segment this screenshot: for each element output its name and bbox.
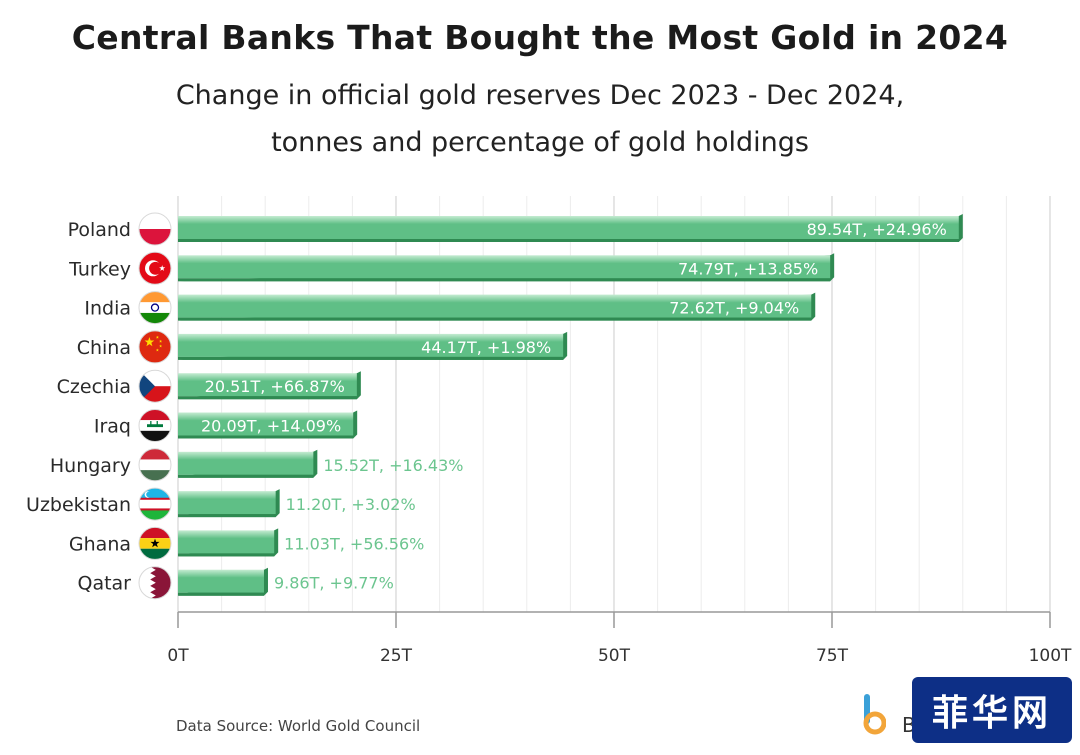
- bar: [178, 216, 959, 239]
- data-label: 9.86T, +9.77%: [274, 574, 394, 593]
- x-tick-label: 50T: [598, 646, 631, 666]
- category-label: Iraq: [94, 416, 131, 438]
- bar: [178, 412, 354, 436]
- category-label: Poland: [68, 219, 131, 241]
- india-flag-icon: [138, 291, 172, 325]
- x-tick-label: 25T: [380, 646, 413, 666]
- data-label: 20.51T, +66.87%: [205, 377, 345, 396]
- czechia-flag-icon: [138, 369, 172, 403]
- bar-base: [178, 278, 831, 282]
- x-tick-label: 75T: [816, 646, 849, 666]
- ghana-flag-icon: [138, 526, 172, 560]
- bar-base: [178, 239, 959, 242]
- bar-base: [178, 396, 357, 400]
- bar-base: [178, 592, 264, 596]
- data-label: 72.62T, +9.04%: [669, 299, 799, 318]
- bar: [178, 569, 264, 593]
- qatar-flag-icon: [138, 566, 172, 600]
- poland-flag-icon: [138, 212, 172, 246]
- data-label: 44.17T, +1.98%: [421, 338, 551, 357]
- turkey-flag-icon: [138, 251, 172, 285]
- bar: [178, 255, 831, 279]
- category-label: Turkey: [68, 258, 131, 280]
- bar: [178, 530, 275, 554]
- data-label: 11.20T, +3.02%: [286, 495, 416, 514]
- chart-subtitle-line-1: Change in official gold reserves Dec 202…: [175, 80, 905, 111]
- brand-logo-icon: [863, 694, 886, 735]
- bar-base: [178, 474, 314, 478]
- category-label: Uzbekistan: [26, 494, 131, 516]
- category-label: Hungary: [50, 455, 131, 477]
- category-label: India: [84, 298, 131, 320]
- x-tick-label: 0T: [167, 646, 189, 666]
- data-label: 11.03T, +56.56%: [284, 534, 424, 553]
- iraq-flag-icon: [138, 409, 172, 442]
- data-label: 20.09T, +14.09%: [201, 417, 341, 436]
- bar: [178, 294, 812, 318]
- x-tick-label: 100T: [1029, 646, 1072, 666]
- category-label: Qatar: [77, 573, 131, 595]
- category-label: China: [77, 337, 131, 359]
- chart-subtitle-line-2: tonnes and percentage of gold holdings: [271, 127, 809, 158]
- watermark-badge: 菲华网: [912, 677, 1072, 743]
- bar-base: [178, 356, 564, 360]
- bar-base: [178, 435, 354, 439]
- hungary-flag-icon: [138, 448, 172, 482]
- china-flag-icon: [138, 330, 172, 364]
- bar-base: [178, 317, 812, 321]
- data-label: 89.54T, +24.96%: [807, 220, 947, 239]
- bar: [178, 451, 314, 475]
- data-source-note: Data Source: World Gold Council: [176, 717, 421, 735]
- bar: [178, 333, 564, 357]
- uzbekistan-flag-icon: [138, 487, 172, 521]
- category-label: Czechia: [57, 376, 131, 398]
- category-label: Ghana: [69, 533, 131, 555]
- bar-base: [178, 514, 276, 518]
- bar: [178, 491, 276, 515]
- data-label: 15.52T, +16.43%: [323, 456, 463, 475]
- data-label: 74.79T, +13.85%: [678, 259, 818, 278]
- chart-title: Central Banks That Bought the Most Gold …: [71, 18, 1009, 57]
- bar-base: [178, 553, 275, 557]
- bar: [178, 373, 357, 397]
